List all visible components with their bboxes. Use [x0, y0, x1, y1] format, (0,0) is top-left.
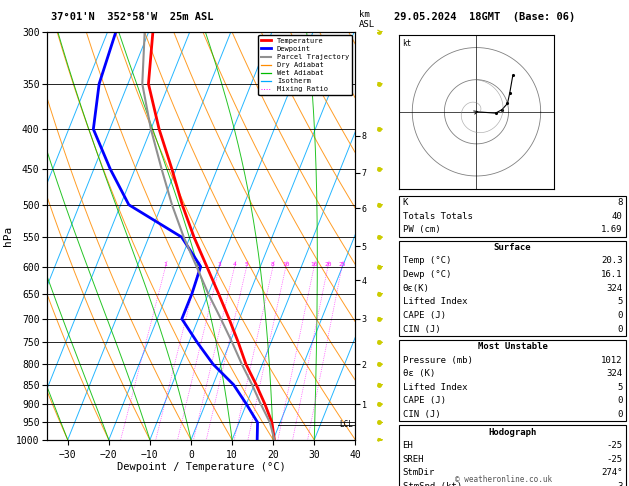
Text: 4: 4	[233, 261, 237, 267]
Text: 1012: 1012	[601, 356, 623, 364]
Text: 16.1: 16.1	[601, 270, 623, 279]
Text: -25: -25	[606, 455, 623, 464]
Y-axis label: hPa: hPa	[3, 226, 13, 246]
Text: 25: 25	[338, 261, 346, 267]
Text: 3: 3	[218, 261, 221, 267]
Text: EH: EH	[403, 441, 413, 450]
Text: 5: 5	[617, 297, 623, 306]
Text: StmSpd (kt): StmSpd (kt)	[403, 482, 462, 486]
Text: θε (K): θε (K)	[403, 369, 435, 378]
Text: Dewp (°C): Dewp (°C)	[403, 270, 451, 279]
Text: -25: -25	[606, 441, 623, 450]
Text: 0: 0	[617, 397, 623, 405]
Text: PW (cm): PW (cm)	[403, 226, 440, 234]
Text: 8: 8	[617, 198, 623, 207]
Legend: Temperature, Dewpoint, Parcel Trajectory, Dry Adiabat, Wet Adiabat, Isotherm, Mi: Temperature, Dewpoint, Parcel Trajectory…	[258, 35, 352, 95]
Text: LCL: LCL	[340, 420, 353, 430]
Text: 20.3: 20.3	[601, 257, 623, 265]
Text: Temp (°C): Temp (°C)	[403, 257, 451, 265]
Text: Hodograph: Hodograph	[489, 428, 537, 436]
Text: 1: 1	[164, 261, 167, 267]
Text: 10: 10	[282, 261, 289, 267]
Text: 1.69: 1.69	[601, 226, 623, 234]
Text: 37°01'N  352°58'W  25m ASL: 37°01'N 352°58'W 25m ASL	[51, 12, 213, 22]
Text: 2: 2	[197, 261, 201, 267]
Text: 0: 0	[617, 410, 623, 419]
Text: 274°: 274°	[601, 469, 623, 477]
Text: Most Unstable: Most Unstable	[477, 342, 548, 351]
Text: θε(K): θε(K)	[403, 284, 430, 293]
Text: 0: 0	[617, 325, 623, 333]
Text: Totals Totals: Totals Totals	[403, 212, 472, 221]
Text: CAPE (J): CAPE (J)	[403, 311, 445, 320]
Text: Surface: Surface	[494, 243, 532, 252]
Text: 0: 0	[617, 311, 623, 320]
Text: 324: 324	[606, 369, 623, 378]
Text: 20: 20	[324, 261, 331, 267]
Text: km
ASL: km ASL	[359, 10, 375, 29]
Text: 5: 5	[617, 383, 623, 392]
X-axis label: Dewpoint / Temperature (°C): Dewpoint / Temperature (°C)	[117, 462, 286, 472]
Text: 40: 40	[612, 212, 623, 221]
Text: K: K	[403, 198, 408, 207]
Text: SREH: SREH	[403, 455, 424, 464]
Text: Lifted Index: Lifted Index	[403, 297, 467, 306]
Text: 8: 8	[271, 261, 275, 267]
Text: 29.05.2024  18GMT  (Base: 06): 29.05.2024 18GMT (Base: 06)	[394, 12, 575, 22]
Text: kt: kt	[403, 39, 412, 48]
Text: CIN (J): CIN (J)	[403, 410, 440, 419]
Text: CAPE (J): CAPE (J)	[403, 397, 445, 405]
Text: StmDir: StmDir	[403, 469, 435, 477]
Text: © weatheronline.co.uk: © weatheronline.co.uk	[455, 474, 552, 484]
Text: CIN (J): CIN (J)	[403, 325, 440, 333]
Text: Pressure (mb): Pressure (mb)	[403, 356, 472, 364]
Text: Lifted Index: Lifted Index	[403, 383, 467, 392]
Text: 5: 5	[245, 261, 248, 267]
Text: 3: 3	[617, 482, 623, 486]
Text: 324: 324	[606, 284, 623, 293]
Text: 16: 16	[310, 261, 318, 267]
